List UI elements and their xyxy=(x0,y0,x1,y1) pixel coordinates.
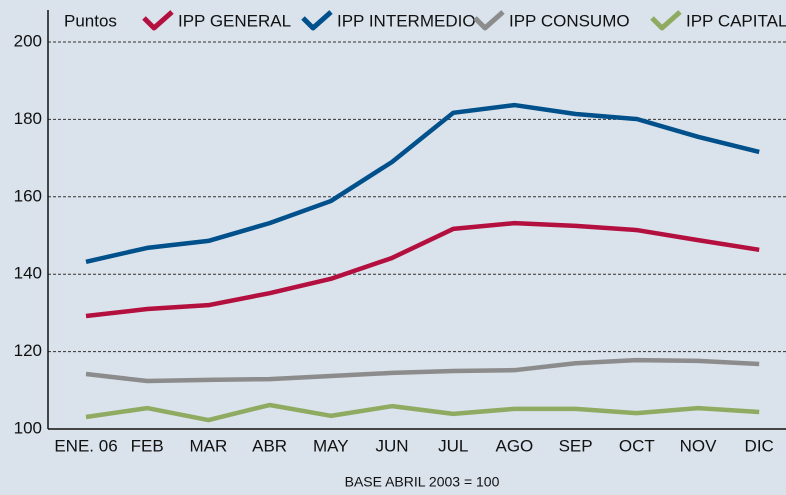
legend-icon xyxy=(301,10,333,31)
series-line xyxy=(85,357,760,384)
legend-label: IPP CAPITAL xyxy=(686,11,786,30)
x-tick-label: MAR xyxy=(190,436,228,455)
x-axis-label: BASE ABRIL 2003 = 100 xyxy=(345,474,500,490)
x-tick-label: ENE. 06 xyxy=(54,436,117,455)
legend-icon xyxy=(650,10,682,31)
legend-label: IPP GENERAL xyxy=(178,11,291,30)
x-tick-label: JUN xyxy=(375,436,408,455)
x-tick-label: SEP xyxy=(559,436,593,455)
y-tick-label: 160 xyxy=(14,186,42,205)
x-tick-label: AGO xyxy=(496,436,534,455)
x-tick-label: ABR xyxy=(252,436,287,455)
series-line xyxy=(85,220,760,319)
y-tick-label: 180 xyxy=(14,109,42,128)
y-tick-label: 100 xyxy=(14,418,42,437)
y-axis-label: Puntos xyxy=(64,11,117,30)
x-tick-label: FEB xyxy=(131,436,164,455)
x-tick-label: OCT xyxy=(619,436,655,455)
x-tick-label: JUL xyxy=(438,436,468,455)
x-tick-label: MAY xyxy=(313,436,349,455)
legend-label: IPP INTERMEDIO xyxy=(337,11,476,30)
y-tick-label: 120 xyxy=(14,341,42,360)
y-tick-label: 140 xyxy=(14,264,42,283)
series-line xyxy=(85,402,760,423)
series-line xyxy=(85,102,760,265)
legend-icon xyxy=(142,10,174,31)
legend-label: IPP CONSUMO xyxy=(509,11,630,30)
x-tick-label: NOV xyxy=(680,436,718,455)
y-tick-label: 200 xyxy=(14,31,42,50)
x-tick-label: DIC xyxy=(745,436,774,455)
legend-icon xyxy=(473,10,505,31)
